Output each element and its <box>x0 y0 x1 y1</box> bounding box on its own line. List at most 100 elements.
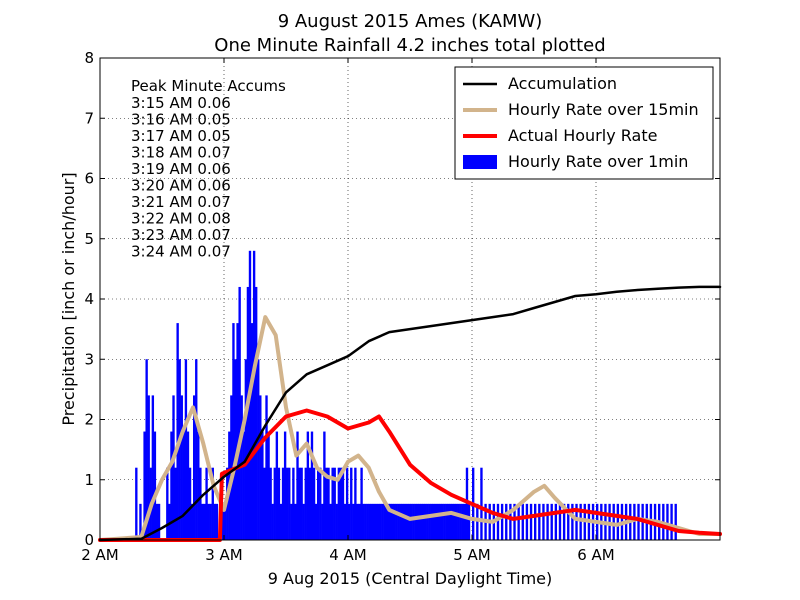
peak-minute-entry: 3:24 AM 0.07 <box>131 243 231 261</box>
rate-bar <box>350 467 353 540</box>
rate-bar <box>288 467 291 540</box>
rate-bar <box>525 503 529 540</box>
rate-bar <box>195 359 198 540</box>
rate-bar <box>575 503 578 540</box>
rate-bar <box>374 503 378 540</box>
rate-bar <box>463 503 467 540</box>
rate-bar <box>317 467 320 540</box>
rate-bar <box>302 503 305 540</box>
rate-bar <box>232 323 235 540</box>
rate-bar <box>670 503 673 540</box>
rate-bar <box>166 467 169 540</box>
rate-bar <box>529 503 533 540</box>
rate-bar <box>300 467 303 540</box>
rate-bar <box>323 431 326 540</box>
rate-bar <box>674 503 677 540</box>
x-tick-label: 3 AM <box>205 546 243 564</box>
rate-bar <box>362 503 365 540</box>
rate-bar <box>393 503 396 540</box>
rate-bar <box>416 503 419 540</box>
rate-bar <box>290 503 293 540</box>
rate-bar <box>319 467 322 540</box>
rate-bar <box>414 503 417 540</box>
rate-bar <box>558 503 562 540</box>
hourly-rate-15min-line <box>98 315 722 542</box>
rate-bar <box>521 503 524 540</box>
rate-bar <box>405 503 409 540</box>
rate-bar <box>197 431 200 540</box>
rate-bar <box>476 503 479 540</box>
rate-bar <box>139 503 142 540</box>
rate-bar <box>215 503 219 540</box>
rate-bar <box>331 467 334 540</box>
lines-layer <box>98 285 722 542</box>
rate-bar <box>480 467 483 540</box>
y-tick-label: 0 <box>84 531 94 549</box>
rate-bar <box>453 503 456 540</box>
rate-bar <box>376 503 380 540</box>
rate-bar <box>666 503 669 540</box>
x-tick-label: 4 AM <box>329 546 367 564</box>
rate-bar <box>500 503 504 540</box>
rate-bar <box>155 503 159 540</box>
rate-bar <box>261 431 264 540</box>
x-tick-label: 6 AM <box>577 546 615 564</box>
peak-minute-entry: 3:19 AM 0.06 <box>131 160 231 178</box>
rate-bar <box>209 503 212 540</box>
rate-bar <box>224 503 227 540</box>
peak-minute-entry: 3:15 AM 0.06 <box>131 94 231 112</box>
x-axis-label: 9 Aug 2015 (Central Daylight Time) <box>268 569 553 588</box>
rate-bar <box>207 503 210 540</box>
rate-bar <box>296 431 299 540</box>
rate-bar <box>366 503 369 540</box>
rate-bar <box>345 467 349 540</box>
rate-bar <box>306 431 310 540</box>
legend-label: Hourly Rate over 1min <box>508 152 688 171</box>
peak-minute-entry: 3:17 AM 0.05 <box>131 127 231 145</box>
rate-bar <box>513 503 516 540</box>
rate-bar <box>236 323 239 540</box>
y-tick-label: 2 <box>84 411 94 429</box>
rate-bar <box>637 503 640 540</box>
rate-bar <box>397 503 400 540</box>
rate-bar <box>352 503 355 540</box>
rate-bar <box>190 503 194 540</box>
rate-bar <box>337 467 341 540</box>
rate-bar <box>244 359 248 540</box>
rate-bar <box>267 431 270 540</box>
rate-bar <box>335 503 338 540</box>
x-tick-label: 2 AM <box>81 546 119 564</box>
rate-bar <box>269 467 272 540</box>
rate-bar <box>410 503 413 540</box>
rate-bar <box>505 503 508 540</box>
rate-bar <box>184 359 188 540</box>
legend: Accumulation Hourly Rate over 15min Actual… <box>454 66 714 180</box>
peak-minute-entry: 3:20 AM 0.06 <box>131 177 231 195</box>
rate-bar <box>321 503 324 540</box>
rate-bar <box>286 467 289 540</box>
rate-bar <box>186 431 190 540</box>
rate-bar <box>534 503 537 540</box>
y-tick-label: 8 <box>84 49 94 67</box>
legend-label: Accumulation <box>508 74 617 93</box>
rate-bar <box>213 503 217 540</box>
rate-bar <box>343 503 347 540</box>
rate-bar <box>451 503 454 540</box>
rate-bar <box>255 286 258 540</box>
rate-bar <box>279 503 283 540</box>
rate-bar <box>612 503 615 540</box>
ticks-layer: 0 1 2 3 4 5 6 7 8 2 AM 3 AM 4 AM 5 AM 6 AM <box>81 49 720 564</box>
rate-bar <box>370 503 374 540</box>
rate-bar <box>170 431 173 540</box>
rate-bar <box>259 395 262 540</box>
rate-bar <box>354 467 357 540</box>
rate-bar <box>455 503 458 540</box>
rate-bar <box>273 467 276 540</box>
rate-bar <box>153 431 157 540</box>
rate-bar <box>428 503 431 540</box>
rate-bar <box>298 467 301 540</box>
rate-bar <box>252 250 256 541</box>
rate-bar <box>426 503 429 540</box>
y-axis-label: Precipitation [inch or inch/hour] <box>59 172 78 425</box>
